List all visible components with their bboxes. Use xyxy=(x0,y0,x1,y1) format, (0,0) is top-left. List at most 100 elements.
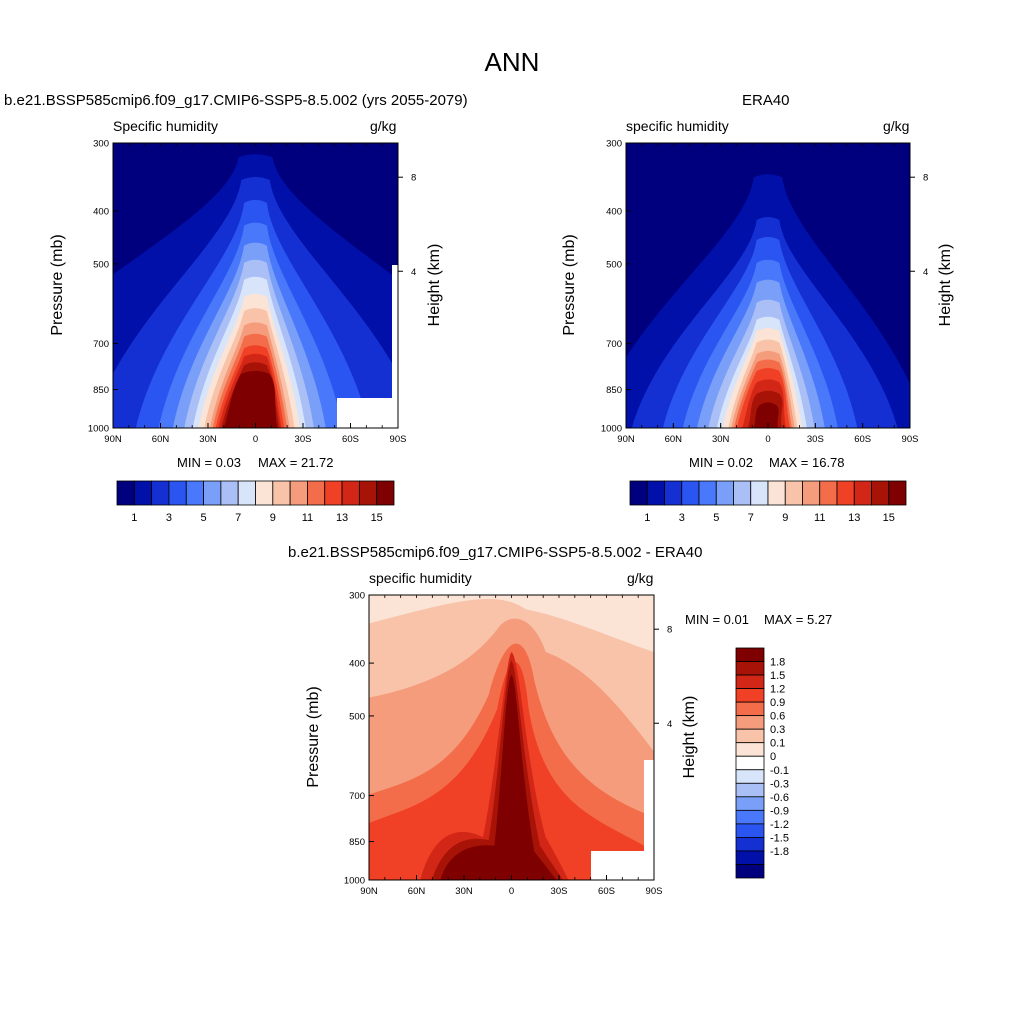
right-colorbar-label: 13 xyxy=(848,512,860,524)
right-colorbar-label: 9 xyxy=(782,512,788,524)
left-colorbar-label: 9 xyxy=(270,512,276,524)
figure-title: ANN xyxy=(484,47,540,77)
diff-colorbar-box xyxy=(735,701,765,717)
diff-colorbar-box xyxy=(735,769,765,784)
diff-colorbar-box xyxy=(735,837,765,852)
diff-min-text: MIN = 0.01 xyxy=(685,612,749,627)
diff-colorbar-label: 1.2 xyxy=(770,684,785,696)
right-min-text: MIN = 0.02 xyxy=(689,455,753,470)
diff-y-tick-label: 700 xyxy=(349,791,365,802)
left-min-text: MIN = 0.03 xyxy=(177,455,241,470)
diff-missing-data-mask-edge xyxy=(644,760,654,851)
diff-panel-title: b.e21.BSSP585cmip6.f09_g17.CMIP6-SSP5-8.… xyxy=(288,544,703,561)
left-x-tick-label: 30N xyxy=(199,434,217,445)
right-colorbar-box xyxy=(888,480,907,506)
right-y-tick-label: 850 xyxy=(606,385,622,396)
right-colorbar-label: 7 xyxy=(748,512,754,524)
diff-colorbar-box xyxy=(735,796,765,811)
right-colorbar-label: 11 xyxy=(814,512,825,524)
diff-colorbar-label: 0.6 xyxy=(770,711,785,723)
diff-colorbar-box xyxy=(735,728,765,744)
diff-colorbar-label: -0.1 xyxy=(770,765,789,777)
diff-contour-band xyxy=(440,674,558,880)
left-units-label: g/kg xyxy=(370,118,397,134)
diff-colorbar-label: 1.5 xyxy=(770,670,785,682)
left-y-tick-label: 850 xyxy=(93,385,109,396)
left-y-tick-label: 400 xyxy=(93,207,109,218)
left-x-tick-label: 30S xyxy=(295,434,312,445)
diff-colorbar-box xyxy=(735,809,765,825)
diff-right-tick-label: 4 xyxy=(667,719,672,730)
left-y-tick-label: 300 xyxy=(93,139,109,150)
right-x-tick-label: 60S xyxy=(854,434,871,445)
left-variable-label: Specific humidity xyxy=(113,118,219,134)
diff-y-tick-label: 850 xyxy=(349,837,365,848)
diff-colorbar-box xyxy=(735,823,765,838)
left-x-tick-label: 60S xyxy=(342,434,359,445)
diff-x-tick-label: 90N xyxy=(360,886,378,897)
left-y-tick-label: 700 xyxy=(93,339,109,350)
diff-x-tick-label: 0 xyxy=(509,886,514,897)
right-x-tick-label: 90S xyxy=(902,434,919,445)
right-y-tick-label: 500 xyxy=(606,259,622,270)
diff-y-tick-label: 1000 xyxy=(344,876,365,887)
left-colorbar-label: 5 xyxy=(201,512,207,524)
left-x-tick-label: 0 xyxy=(253,434,258,445)
diff-colorbar-box xyxy=(735,715,765,730)
left-colorbar-label: 3 xyxy=(166,512,172,524)
diff-variable-label: specific humidity xyxy=(369,570,472,586)
diff-colorbar-label: 0.3 xyxy=(770,724,785,736)
right-x-tick-label: 0 xyxy=(765,434,770,445)
diff-colorbar-label: 1.8 xyxy=(770,657,785,669)
right-variable-label: specific humidity xyxy=(626,118,729,134)
right-y-tick-label: 400 xyxy=(606,207,622,218)
left-y-tick-label: 500 xyxy=(93,259,109,270)
left-colorbar-label: 11 xyxy=(302,512,313,524)
left-right-tick-label: 4 xyxy=(411,267,416,278)
diff-max-text: MAX = 5.27 xyxy=(764,612,833,627)
diff-colorbar-box xyxy=(735,782,765,798)
diff-colorbar-label: 0.1 xyxy=(770,738,785,750)
left-x-tick-label: 60N xyxy=(152,434,170,445)
right-y-tick-label: 300 xyxy=(606,139,622,150)
left-right-tick-label: 8 xyxy=(411,173,416,184)
right-panel-title: ERA40 xyxy=(742,92,790,109)
diff-colorbar-box xyxy=(735,661,765,676)
diff-colorbar-box xyxy=(735,742,765,757)
left-x-tick-label: 90N xyxy=(104,434,122,445)
diff-colorbar-label: 0.9 xyxy=(770,697,785,709)
diff-x-tick-label: 60N xyxy=(408,886,426,897)
right-colorbar-label: 15 xyxy=(883,512,895,524)
diff-colorbar-box xyxy=(735,850,765,865)
left-colorbar-label: 13 xyxy=(336,512,348,524)
right-contour-band xyxy=(753,402,779,428)
right-x-tick-label: 30S xyxy=(807,434,824,445)
right-max-text: MAX = 16.78 xyxy=(769,455,845,470)
diff-y-tick-label: 400 xyxy=(349,659,365,670)
diff-x-tick-label: 30S xyxy=(551,886,568,897)
diff-colorbar-label: -0.6 xyxy=(770,792,789,804)
diff-units-label: g/kg xyxy=(627,570,654,586)
right-colorbar-label: 5 xyxy=(713,512,719,524)
right-right-tick-label: 4 xyxy=(923,267,928,278)
diff-x-tick-label: 30N xyxy=(455,886,473,897)
right-colorbar-label: 1 xyxy=(644,512,650,524)
diff-missing-data-mask xyxy=(591,851,654,880)
diff-colorbar-box xyxy=(735,674,765,689)
diff-x-tick-label: 60S xyxy=(598,886,615,897)
diff-colorbar-label: -1.5 xyxy=(770,832,789,844)
diff-colorbar-label: -0.3 xyxy=(770,778,789,790)
left-colorbar-box xyxy=(376,480,395,506)
left-panel-title: b.e21.BSSP585cmip6.f09_g17.CMIP6-SSP5-8.… xyxy=(4,92,468,109)
diff-colorbar-box xyxy=(735,688,765,703)
diff-colorbar-label: 0 xyxy=(770,751,776,763)
right-y-tick-label: 700 xyxy=(606,339,622,350)
diff-colorbar-label: -1.2 xyxy=(770,819,789,831)
right-units-label: g/kg xyxy=(883,118,910,134)
